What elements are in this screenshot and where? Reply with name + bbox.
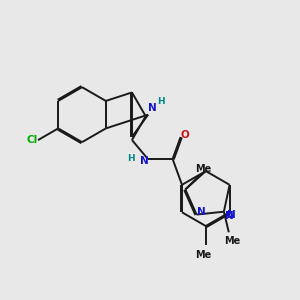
Text: N: N [197,207,206,217]
Text: O: O [180,130,189,140]
Text: Cl: Cl [26,135,38,145]
Text: Me: Me [225,236,241,246]
Text: N: N [227,210,236,220]
Text: H: H [157,98,165,106]
Text: Me: Me [195,164,211,174]
Text: N: N [148,103,156,113]
Text: N: N [225,211,234,220]
Text: N: N [140,156,148,166]
Text: H: H [128,154,135,164]
Text: Me: Me [195,250,211,260]
